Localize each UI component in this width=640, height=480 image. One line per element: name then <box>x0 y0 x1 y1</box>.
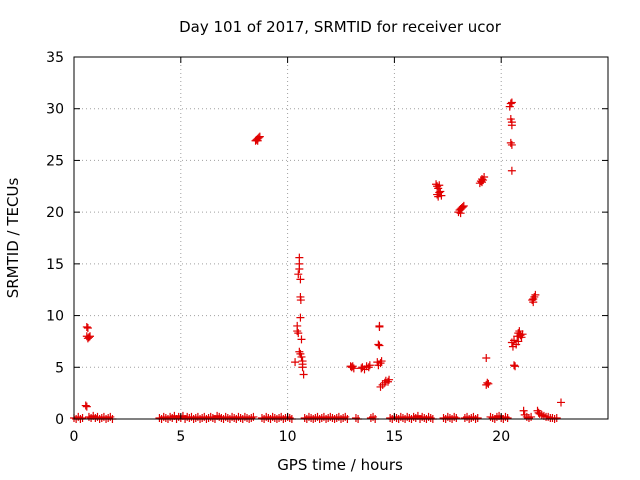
data-point <box>86 332 95 341</box>
y-tick-label: 0 <box>55 412 64 428</box>
data-point <box>291 358 300 367</box>
data-point <box>375 322 384 331</box>
data-point <box>480 172 489 181</box>
x-tick-label: 10 <box>279 429 297 445</box>
y-axis-label: SRMTID / TECUs <box>4 178 22 299</box>
data-point <box>437 191 446 200</box>
x-tick-label: 20 <box>492 429 510 445</box>
x-tick-label: 0 <box>70 429 79 445</box>
data-point <box>375 341 384 350</box>
data-point <box>507 98 516 107</box>
data-point <box>458 202 467 211</box>
data-point <box>78 413 87 422</box>
x-tick-labels: 0 5 10 15 20 <box>70 429 511 445</box>
data-point <box>531 290 540 299</box>
data-point <box>511 362 520 371</box>
data-point <box>297 352 306 361</box>
data-point <box>519 406 528 415</box>
chart-title: Day 101 of 2017, SRMTID for receiver uco… <box>179 18 502 36</box>
data-point <box>298 363 307 372</box>
data-point <box>374 340 383 349</box>
data-point <box>296 275 305 284</box>
data-point <box>299 370 308 379</box>
y-tick-label: 10 <box>46 309 64 325</box>
data-point <box>503 413 512 422</box>
data-point <box>518 330 527 339</box>
data-point <box>297 335 306 344</box>
data-point <box>483 378 492 387</box>
y-tick-label: 15 <box>46 257 64 273</box>
data-point <box>84 333 93 342</box>
data-point <box>510 361 519 370</box>
data-point <box>249 412 258 421</box>
data-point <box>456 209 465 218</box>
data-point <box>552 413 561 422</box>
data-point <box>436 187 445 196</box>
data-point <box>477 178 486 187</box>
data-point <box>81 401 90 410</box>
grid-lines <box>74 57 608 419</box>
plot-frame <box>73 56 609 420</box>
axis-ticks <box>73 56 608 420</box>
data-point <box>473 413 482 422</box>
y-tick-label: 5 <box>55 360 64 376</box>
data-point <box>293 321 302 330</box>
x-tick-label: 15 <box>385 429 403 445</box>
data-point <box>484 379 493 388</box>
data-point <box>507 121 516 130</box>
data-point <box>507 166 516 175</box>
y-tick-label: 30 <box>46 102 64 118</box>
data-point <box>506 99 515 108</box>
data-point <box>294 270 303 279</box>
data-point <box>253 136 262 145</box>
data-point <box>296 313 305 322</box>
data-point <box>377 357 386 366</box>
y-tick-labels: 0 5 10 15 20 25 30 35 <box>46 50 64 428</box>
y-tick-label: 25 <box>46 153 64 169</box>
data-point <box>349 364 358 373</box>
data-point <box>557 398 566 407</box>
x-tick-label: 5 <box>176 429 185 445</box>
data-point <box>294 329 303 338</box>
data-point <box>295 253 304 262</box>
data-point <box>507 140 516 149</box>
data-point <box>365 361 374 370</box>
data-point <box>529 295 538 304</box>
data-point <box>510 336 519 345</box>
y-tick-label: 20 <box>46 205 64 221</box>
y-tick-label: 35 <box>46 50 64 66</box>
data-point <box>482 353 491 362</box>
data-point <box>435 181 444 190</box>
x-axis-label: GPS time / hours <box>277 456 403 474</box>
data-point <box>82 402 91 411</box>
data-point <box>296 296 305 305</box>
data-point <box>514 337 523 346</box>
data-point <box>459 201 468 210</box>
data-point <box>385 375 394 384</box>
data-point <box>527 412 536 421</box>
data-point <box>83 323 92 332</box>
data-point <box>82 322 91 331</box>
data-points <box>70 98 566 423</box>
data-point <box>255 132 264 141</box>
data-point <box>452 413 461 422</box>
